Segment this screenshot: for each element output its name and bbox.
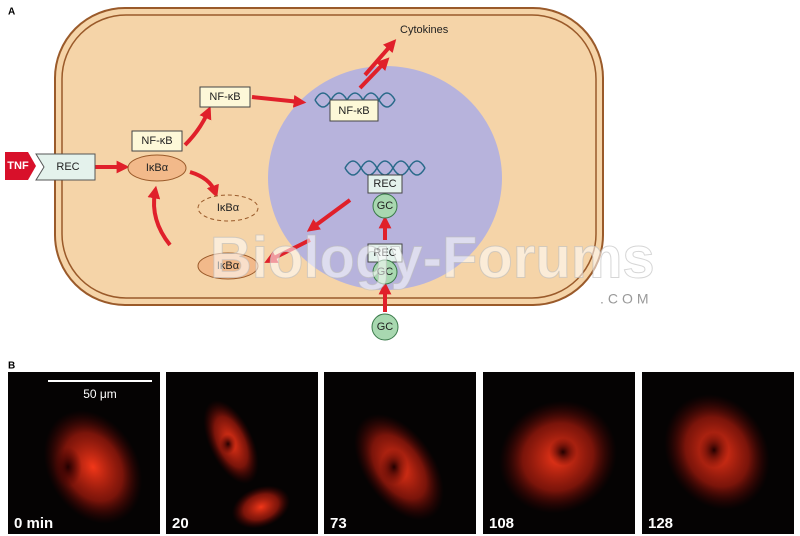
frame-label: 20 [172,515,189,532]
rec-label: REC [373,247,396,259]
nfkb-label: NF-κB [209,91,240,103]
ikba-label: IκBα [217,260,240,272]
frame-label: 128 [648,515,673,532]
cell-signal [231,485,291,529]
frame-label: 73 [330,515,347,532]
nucleus-shadow [699,432,729,468]
arrow [251,94,307,108]
nfkb-box [131,130,183,152]
tnf-label: TNF [7,160,29,172]
watermark-suffix: .COM [600,291,653,307]
tnf-shape [5,152,36,180]
receptor [35,153,96,181]
cell-signal [43,410,143,524]
gc-label: GC [377,200,394,212]
arrow [306,198,352,232]
nfkb-label: NF-κB [141,135,172,147]
gc [372,193,398,219]
scale-bar-label: 50 μm [83,387,117,401]
rec-label: REC [373,178,396,190]
arrow [363,39,397,77]
nfkb-label: NF-κB [338,105,369,117]
nucleus-shadow [54,447,82,487]
nucleus-shadow [380,449,408,485]
gc-label: GC [377,266,394,278]
ikba [197,252,259,280]
arrow [183,106,212,147]
ikba-degraded [197,194,259,222]
nfkb-box [199,86,251,108]
panel-label: B [8,361,15,372]
receptor-label: REC [56,161,79,173]
gc [372,259,398,285]
ikba [127,154,187,182]
ikba-label: IκBα [146,162,169,174]
gc [371,313,399,341]
cytokines-label: Cytokines [400,24,449,36]
arrow [189,170,219,199]
gc-label: GC [377,321,394,333]
nucleus-shadow [220,434,236,454]
panel-label: A [8,7,15,18]
arrow [147,185,172,247]
ikba-label: IκBα [217,202,240,214]
frame-label: 108 [489,515,514,532]
nfkb-box [329,99,379,122]
frame-label: 0 min [14,515,53,532]
nucleus-shadow [549,438,577,466]
rec-box [367,174,403,194]
watermark: Biology-Forums [210,225,655,290]
arrow [358,57,390,90]
frames: 0 min 20 73 108 128 50 μm [8,372,794,534]
arrow [264,238,311,263]
